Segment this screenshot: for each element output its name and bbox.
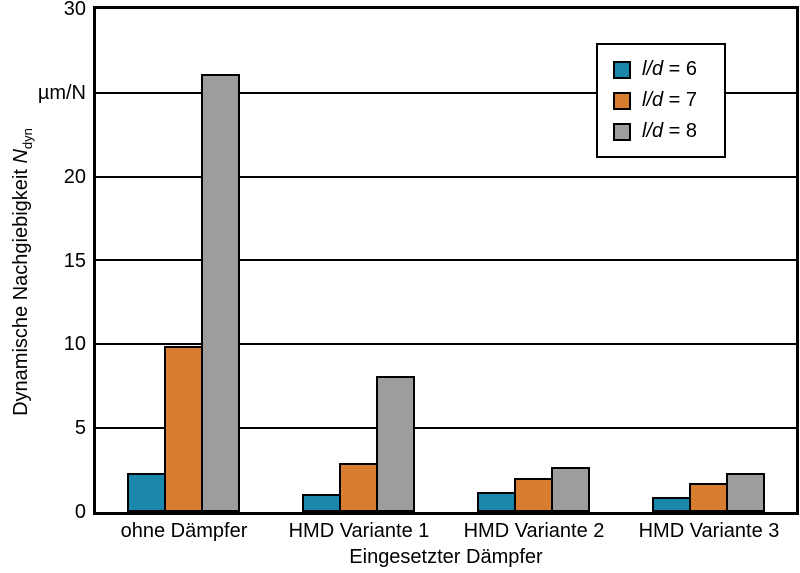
gridline-y-20 [96,176,796,178]
legend-swatch-icon [613,91,631,110]
gridline-y-5 [96,427,796,429]
x-category-label-1: ohne Dämpfer [120,520,248,542]
y-tick-label-5: 5 [74,417,86,439]
bar-HMD Variante 1-l/d = 6 [302,494,341,512]
legend-item-3: l/d = 8 [613,116,720,147]
legend-label-rest: = 7 [663,89,698,111]
bar-HMD Variante 1-l/d = 7 [339,463,378,512]
plot-area: l/d = 6 l/d = 7 l/d = 8 [93,6,799,515]
y-axis-symbol: N [10,149,32,164]
legend-label: l/d = 7 [642,89,697,112]
legend-item-1: l/d = 6 [613,54,720,85]
x-category-label-3: HMD Variante 2 [463,520,605,542]
y-tick-label-15: 15 [63,250,86,272]
bar-ohne Dämpfer-l/d = 6 [127,473,166,512]
legend-label-rest: = 6 [663,58,698,80]
gridline-y-10 [96,343,796,345]
gridline-y-15 [96,259,796,261]
legend-item-2: l/d = 7 [613,85,720,116]
x-category-label-2: HMD Variante 1 [288,520,430,542]
bar-HMD Variante 2-l/d = 7 [514,478,553,512]
legend-label-italic: l/d [642,120,664,142]
bar-ohne Dämpfer-l/d = 7 [164,346,203,512]
y-tick-label-0: 0 [74,501,86,523]
bar-HMD Variante 1-l/d = 8 [376,376,415,512]
bar-HMD Variante 3-l/d = 8 [726,473,765,512]
legend-swatch-icon [613,60,631,79]
y-tick-label-30: 30 [63,0,86,20]
legend-label-italic: l/d [642,89,664,111]
legend-label: l/d = 8 [642,120,697,143]
y-axis-symbol-subscript: dyn [20,128,35,150]
y-axis-title-text: Dynamische Nachgiebigkeit [10,169,32,416]
bar-HMD Variante 3-l/d = 7 [689,483,728,512]
bar-HMD Variante 2-l/d = 6 [477,492,516,512]
y-tick-label-10: 10 [63,333,86,355]
y-axis-unit-label: µm/N [37,82,86,104]
gridline-y-25 [96,92,796,94]
x-category-label-4: HMD Variante 3 [638,520,780,542]
legend-label-rest: = 8 [663,120,698,142]
legend-label: l/d = 6 [642,58,697,81]
legend-swatch-icon [613,122,631,141]
bar-ohne Dämpfer-l/d = 8 [201,74,240,512]
legend-label-italic: l/d [642,58,664,80]
bar-HMD Variante 2-l/d = 8 [551,467,590,512]
x-axis-title: Eingesetzter Dämpfer [349,546,543,568]
bar-HMD Variante 3-l/d = 6 [652,497,691,512]
legend: l/d = 6 l/d = 7 l/d = 8 [596,43,726,158]
y-tick-label-20: 20 [63,166,86,188]
